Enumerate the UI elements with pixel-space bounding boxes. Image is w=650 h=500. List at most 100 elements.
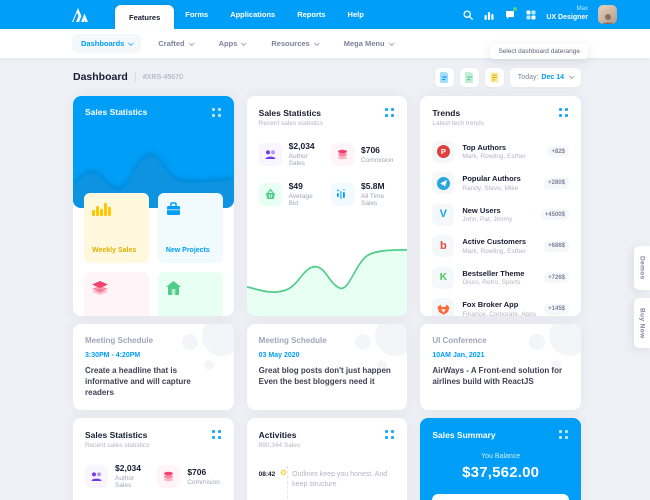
trend-row-top-authors[interactable]: P Top Authors Mark, Rowling, Esther +82$ xyxy=(432,140,569,163)
doc-blue-button[interactable] xyxy=(434,67,454,87)
stat-value: $706 xyxy=(187,466,207,477)
user-menu[interactable]: Max UX Designer xyxy=(546,6,588,22)
chat-icon[interactable] xyxy=(504,7,518,20)
sales-banner-header: Sales Statistics xyxy=(73,96,234,208)
decorative-circles xyxy=(521,324,581,382)
trend-row-active-customers[interactable]: b Active Customers Mark, Rowling, Esther … xyxy=(432,235,569,257)
tile-bug-reports[interactable]: Bug Reports xyxy=(157,272,223,316)
notice-text: Great blog posts don't just happen Even … xyxy=(258,366,391,387)
vimeo-icon: V xyxy=(432,203,455,226)
trend-name: Top Authors xyxy=(462,142,507,152)
trends-card: Trends Latest tech trends P Top Authors M… xyxy=(420,96,581,316)
search-icon[interactable] xyxy=(462,9,473,20)
quick-tiles: Weekly Sales New Projects Item Orders Bu… xyxy=(84,193,223,316)
kickstarter-icon: K xyxy=(432,266,455,289)
doc-green-button[interactable] xyxy=(459,67,479,87)
bebo-icon: b xyxy=(432,235,455,257)
commision-icon xyxy=(157,464,181,488)
briefcase-icon xyxy=(166,202,180,215)
apps-grid-icon[interactable] xyxy=(525,9,536,20)
subnav-item-crafted[interactable]: Crafted xyxy=(149,34,201,53)
user-avatar[interactable] xyxy=(598,5,617,24)
nav-item-applications[interactable]: Applications xyxy=(230,10,276,19)
decorative-circles xyxy=(347,324,408,382)
page-title: Dashboard xyxy=(73,71,128,83)
summary-sales-row[interactable]: Sales 1.8% xyxy=(432,494,569,500)
card-title: Sales Statistics xyxy=(85,430,148,440)
notice-text: Create a headline that is informative an… xyxy=(85,366,191,398)
daterange-picker[interactable]: Today: Dec 14 xyxy=(509,67,581,87)
card-menu-icon[interactable] xyxy=(385,430,395,440)
date-prefix: Today: xyxy=(517,73,539,81)
card-menu-icon[interactable] xyxy=(559,108,569,118)
subnav-label: Apps xyxy=(218,39,238,48)
tile-new-projects[interactable]: New Projects xyxy=(157,193,223,263)
subnav-label: Resources xyxy=(271,39,310,48)
stat-commision: $706 Commision xyxy=(157,463,221,489)
trend-badge: +726$ xyxy=(544,272,569,283)
author-sales-icon xyxy=(85,464,108,488)
balance-block: You Balance $37,562.00 xyxy=(432,453,569,481)
subnav-item-mega-menu[interactable]: Mega Menu xyxy=(335,34,402,53)
author-sales-icon xyxy=(258,142,282,166)
buy-now-tab[interactable]: Buy Now xyxy=(634,297,650,349)
trend-row-new-users[interactable]: V New Users John, Pat, Jimmy +4500$ xyxy=(432,203,569,226)
app-logo[interactable] xyxy=(72,0,91,29)
sales-summary-card: Sales Summary You Balance $37,562.00 Sal… xyxy=(420,418,581,500)
user-role: UX Designer xyxy=(546,13,588,21)
nav-item-forms[interactable]: Forms xyxy=(185,10,209,19)
card-subtitle: Recent sales statistics xyxy=(85,442,150,449)
trend-badge: +280$ xyxy=(544,177,569,189)
activities-card: Activities 890,344 Sales 08:42 Outlines … xyxy=(246,418,408,500)
trend-row-fox-broker[interactable]: Fox Broker App Finance, Corporate, Apps +… xyxy=(432,298,569,316)
user-name: Max xyxy=(576,6,588,13)
trend-badge: +145$ xyxy=(544,303,569,315)
subnav-item-dashboards[interactable]: Dashboards xyxy=(72,34,142,53)
trend-row-bestseller-theme[interactable]: K Bestseller Theme Disco, Retro, Sports +… xyxy=(432,266,569,289)
nav-item-reports[interactable]: Reports xyxy=(297,10,326,19)
card-menu-icon[interactable] xyxy=(385,108,395,118)
layers-icon xyxy=(92,281,108,295)
card-subtitle: Latest tech trends xyxy=(432,120,484,127)
stat-label: Commision xyxy=(360,156,394,164)
card-header: Trends Latest tech trends xyxy=(432,108,569,127)
title-divider xyxy=(134,72,136,82)
demos-tab[interactable]: Demos xyxy=(634,246,650,290)
trend-name: Bestseller Theme xyxy=(462,268,525,278)
subnav-item-apps[interactable]: Apps xyxy=(210,34,255,53)
page-code: #XRS-45670 xyxy=(142,73,183,81)
nav-item-help[interactable]: Help xyxy=(347,10,364,19)
chevron-down-icon xyxy=(241,39,247,46)
notice-time: 3:30PM - 4:20PM xyxy=(85,352,141,359)
stat-label: Author Sales xyxy=(115,475,135,489)
timeline-text: Outlines keep you honest. And keep struc… xyxy=(292,471,388,488)
timeline-time: 08:42 xyxy=(258,471,276,478)
notice-label: Meeting Schedule xyxy=(85,336,154,345)
chart-icon[interactable] xyxy=(483,9,494,20)
subnav-item-resources[interactable]: Resources xyxy=(262,34,326,53)
content-area: Dashboard #XRS-45670 Today: Dec 14 xyxy=(0,58,650,500)
card-header: Sales Statistics Recent sales statistics xyxy=(85,430,222,449)
card-menu-icon[interactable] xyxy=(211,108,222,118)
tile-weekly-sales[interactable]: Weekly Sales xyxy=(84,193,149,263)
stat-value: $2,034 xyxy=(288,141,315,151)
sales-statistics-card: Sales Statistics Recent sales statistics… xyxy=(246,96,408,316)
trend-row-popular-authors[interactable]: Popular Authors Randy, Steve, Mike +280$ xyxy=(432,172,569,194)
card-title: Activities xyxy=(258,430,297,440)
cards-grid: Sales Statistics Weekly Sales New Projec… xyxy=(73,96,581,500)
card-menu-icon[interactable] xyxy=(211,430,222,440)
card-menu-icon[interactable] xyxy=(559,430,569,440)
nav-item-features[interactable]: Features xyxy=(115,5,175,29)
date-value: Dec 14 xyxy=(541,73,564,81)
producthunt-icon: P xyxy=(432,140,455,163)
tile-item-orders[interactable]: Item Orders xyxy=(84,272,149,316)
doc-yellow-button[interactable] xyxy=(484,67,504,87)
notice-time: 10AM Jan, 2021 xyxy=(432,352,485,359)
main-nav: Features Forms Applications Reports Help xyxy=(115,0,375,29)
card-subtitle: 890,344 Sales xyxy=(258,442,301,449)
card-header: Activities 890,344 Sales xyxy=(259,430,396,449)
stat-author-sales: $2,034 Author Sales xyxy=(85,463,149,489)
chevron-down-icon xyxy=(568,73,575,80)
